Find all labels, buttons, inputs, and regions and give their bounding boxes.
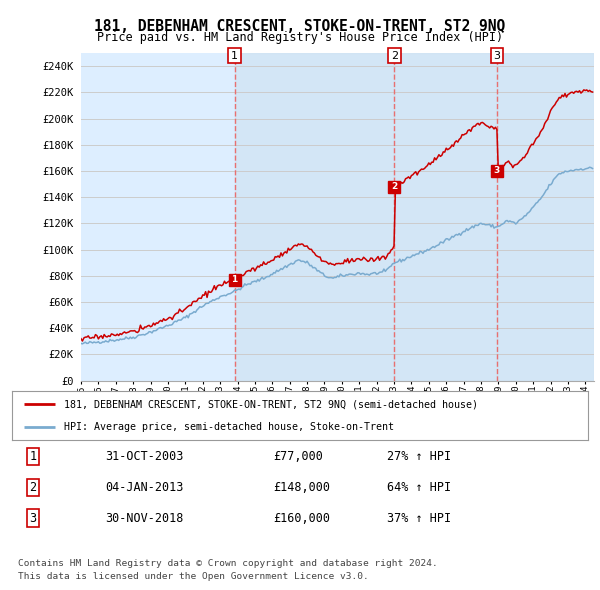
Text: Price paid vs. HM Land Registry's House Price Index (HPI): Price paid vs. HM Land Registry's House … xyxy=(97,31,503,44)
Text: 1: 1 xyxy=(231,51,238,61)
Text: 3: 3 xyxy=(493,51,500,61)
Text: 64% ↑ HPI: 64% ↑ HPI xyxy=(387,481,451,494)
Text: 3: 3 xyxy=(29,512,37,525)
Text: 3: 3 xyxy=(494,166,500,175)
Text: £77,000: £77,000 xyxy=(273,450,323,463)
Text: £148,000: £148,000 xyxy=(273,481,330,494)
Text: 2: 2 xyxy=(391,51,398,61)
Text: 31-OCT-2003: 31-OCT-2003 xyxy=(105,450,184,463)
Text: 181, DEBENHAM CRESCENT, STOKE-ON-TRENT, ST2 9NQ: 181, DEBENHAM CRESCENT, STOKE-ON-TRENT, … xyxy=(94,19,506,34)
Text: HPI: Average price, semi-detached house, Stoke-on-Trent: HPI: Average price, semi-detached house,… xyxy=(64,422,394,432)
Bar xyxy=(497,53,594,381)
Text: This data is licensed under the Open Government Licence v3.0.: This data is licensed under the Open Gov… xyxy=(18,572,369,581)
Text: £160,000: £160,000 xyxy=(273,512,330,525)
Text: 181, DEBENHAM CRESCENT, STOKE-ON-TRENT, ST2 9NQ (semi-detached house): 181, DEBENHAM CRESCENT, STOKE-ON-TRENT, … xyxy=(64,399,478,409)
Text: 37% ↑ HPI: 37% ↑ HPI xyxy=(387,512,451,525)
Bar xyxy=(394,53,497,381)
Bar xyxy=(235,53,394,381)
Text: 04-JAN-2013: 04-JAN-2013 xyxy=(105,481,184,494)
Text: Contains HM Land Registry data © Crown copyright and database right 2024.: Contains HM Land Registry data © Crown c… xyxy=(18,559,438,568)
Text: 27% ↑ HPI: 27% ↑ HPI xyxy=(387,450,451,463)
Text: 1: 1 xyxy=(29,450,37,463)
Text: 30-NOV-2018: 30-NOV-2018 xyxy=(105,512,184,525)
Text: 2: 2 xyxy=(29,481,37,494)
Text: 1: 1 xyxy=(232,275,238,284)
Text: 2: 2 xyxy=(391,182,397,191)
